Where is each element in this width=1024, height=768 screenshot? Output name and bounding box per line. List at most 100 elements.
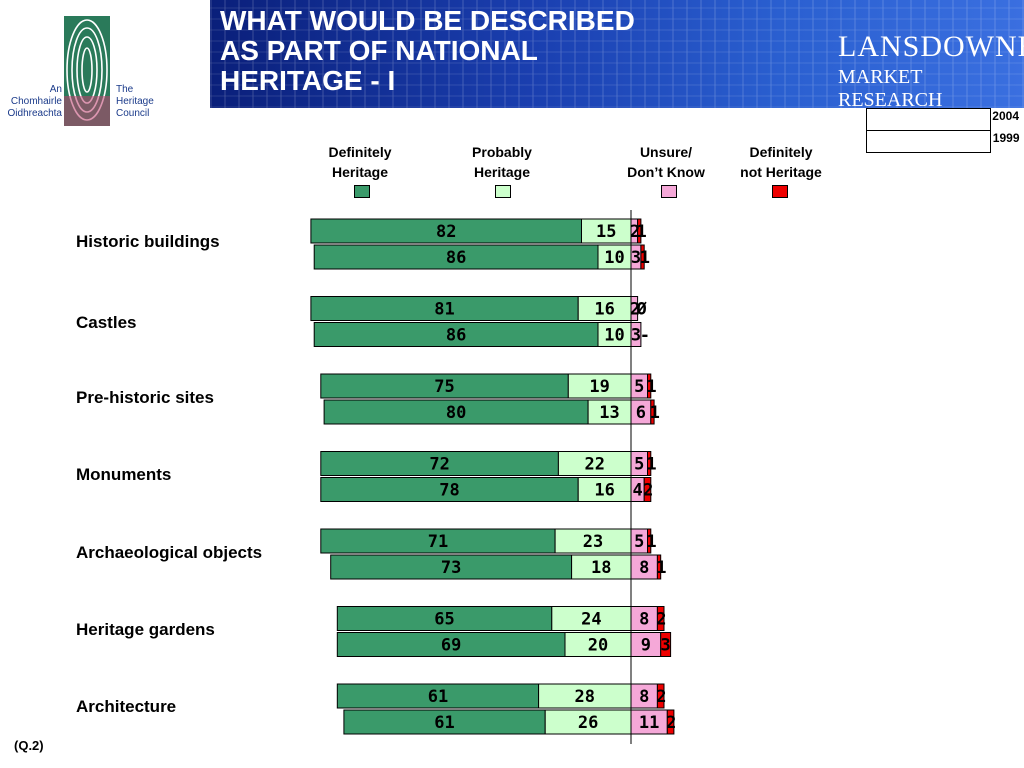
year-key-label-2004: 2004 [992,108,1019,123]
bar-segment-5-2004-1 [551,606,632,631]
banner-pattern [210,0,1024,108]
bar-segment-5-1999-1 [564,632,632,657]
bar-label-6-1999-0: 61 [434,713,454,733]
bar-segment-6-1999-1 [544,709,632,735]
bar-label-2-2004-0: 75 [434,377,454,397]
title-line-2: AS PART OF NATIONAL [220,35,538,66]
bar-label-2-2004-3: 1 [646,377,656,397]
title-line-1: WHAT WOULD BE DESCRIBED [220,5,635,36]
bar-label-4-2004-0: 71 [428,532,448,552]
bar-segment-0-1999-3 [640,244,645,270]
bar-segment-3-1999-3 [643,477,652,502]
bar-segment-5-2004-0 [336,606,553,631]
bar-segment-4-1999-1 [571,554,632,580]
bar-label-6-2004-1: 28 [575,687,595,707]
bar-segment-5-2004-3 [656,606,665,631]
bar-label-3-1999-3: 2 [643,481,653,501]
bar-segment-5-1999-3 [660,632,672,657]
year-key: 2004 1999 [865,108,1024,153]
bar-label-0-2004-0: 82 [436,222,456,242]
bar-segment-5-1999-0 [336,632,566,657]
legend-swatch-unsure [661,185,677,198]
category-label-pre-historic-sites: Pre-historic sites [76,388,214,407]
bar-label-0-2004-3: 1 [636,222,646,242]
page-title: WHAT WOULD BE DESCRIBED AS PART OF NATIO… [220,6,780,96]
year-key-label-1999: 1999 [992,130,1020,145]
bar-segment-4-2004-1 [554,528,632,554]
legend-swatch-definitely-heritage [354,185,370,198]
category-label-monuments: Monuments [76,465,172,484]
bar-label-3-2004-2: 5 [634,455,644,475]
bar-segment-2-1999-0 [323,399,589,425]
category-label-historic-buildings: Historic buildings [76,232,220,251]
bar-label-4-2004-1: 23 [583,532,603,552]
bar-label-4-2004-2: 5 [634,532,644,552]
category-label-architecture: Architecture [76,697,177,716]
header-banner [210,0,1024,108]
bar-segment-4-2004-0 [320,528,556,554]
bar-label-4-1999-2: 8 [639,558,649,578]
bar-label-1-2004-2: 2 [630,300,640,320]
bar-segment-3-1999-0 [320,477,579,502]
bar-segment-0-1999-0 [313,244,599,270]
legend-swatch-probably-heritage [495,185,511,198]
fingerprint-logo-icon [64,16,110,126]
logo-left-line-1: An [49,84,62,95]
bar-label-0-2004-2: 2 [630,222,640,242]
bar-label-2-2004-2: 5 [634,377,644,397]
bar-label-0-1999-2: 3 [631,248,641,268]
bar-label-0-1999-1: 10 [604,248,624,268]
bar-label-5-2004-1: 24 [581,610,601,630]
legend-probably-heritage: Probably Heritage [472,144,532,180]
bar-label-5-1999-2: 9 [641,636,651,656]
bar-segment-1-1999-1 [597,322,632,347]
bar-label-6-1999-3: 2 [666,713,676,733]
bar-segment-2-1999-3 [650,399,655,425]
bar-segment-2-2004-0 [320,373,569,399]
bar-segment-0-2004-0 [310,218,582,244]
bar-label-2-1999-0: 80 [446,403,466,423]
logo-right-line-3: Council [116,108,150,119]
title-line-3: HERITAGE - I [220,65,396,96]
bar-label-2-1999-2: 6 [636,403,646,423]
bar-label-5-1999-3: 3 [661,636,671,656]
category-label-archaeological-objects: Archaeological objects [76,543,263,562]
bar-segment-4-1999-0 [330,554,573,580]
bar-label-2-2004-1: 19 [589,377,609,397]
bar-label-3-2004-1: 22 [584,455,604,475]
bar-segment-4-2004-3 [647,528,652,554]
bar-segment-6-2004-0 [336,683,540,709]
bar-label-1-1999-2: 3 [631,326,641,346]
bar-label-6-1999-2: 11 [639,713,659,733]
bar-segment-6-2004-3 [656,683,665,709]
bar-label-1-2004-1: 16 [594,300,614,320]
bar-segment-5-1999-2 [630,632,662,657]
heritage-council-logo: An Chomhairle Oidhreachta The Heritage C… [0,0,200,130]
legend-unsure: Unsure/ Don’t Know [627,144,705,180]
bar-label-2-1999-1: 13 [599,403,619,423]
logo-left-line-2: Chomhairle [10,96,62,107]
bar-segment-1-1999-0 [313,322,599,347]
bar-segment-4-1999-3 [656,554,662,580]
bar-segment-6-2004-1 [538,683,632,709]
bar-segment-2-1999-1 [587,399,632,425]
bar-label-1-1999-3: - [640,326,650,346]
bar-segment-6-1999-3 [666,709,675,735]
bar-label-3-2004-0: 72 [429,455,449,475]
bar-label-1-1999-1: 10 [604,326,624,346]
bar-segment-6-1999-0 [343,709,546,735]
bar-label-3-1999-0: 78 [439,481,459,501]
bar-label-6-1999-1: 26 [578,713,598,733]
bar-label-3-2004-3: 1 [646,455,656,475]
brand-name: LANSDOWNE [838,30,1024,63]
bar-label-6-2004-3: 2 [656,687,666,707]
bar-label-4-1999-0: 73 [441,558,461,578]
bar-segment-1-2004-0 [310,296,579,321]
bar-segment-3-2004-0 [320,451,559,476]
source-note: (Q.2) [14,738,44,753]
bar-segment-0-2004-3 [637,218,642,244]
bar-label-5-2004-0: 65 [434,610,454,630]
bar-label-1-1999-0: 86 [446,326,466,346]
category-label-heritage-gardens: Heritage gardens [76,620,215,639]
